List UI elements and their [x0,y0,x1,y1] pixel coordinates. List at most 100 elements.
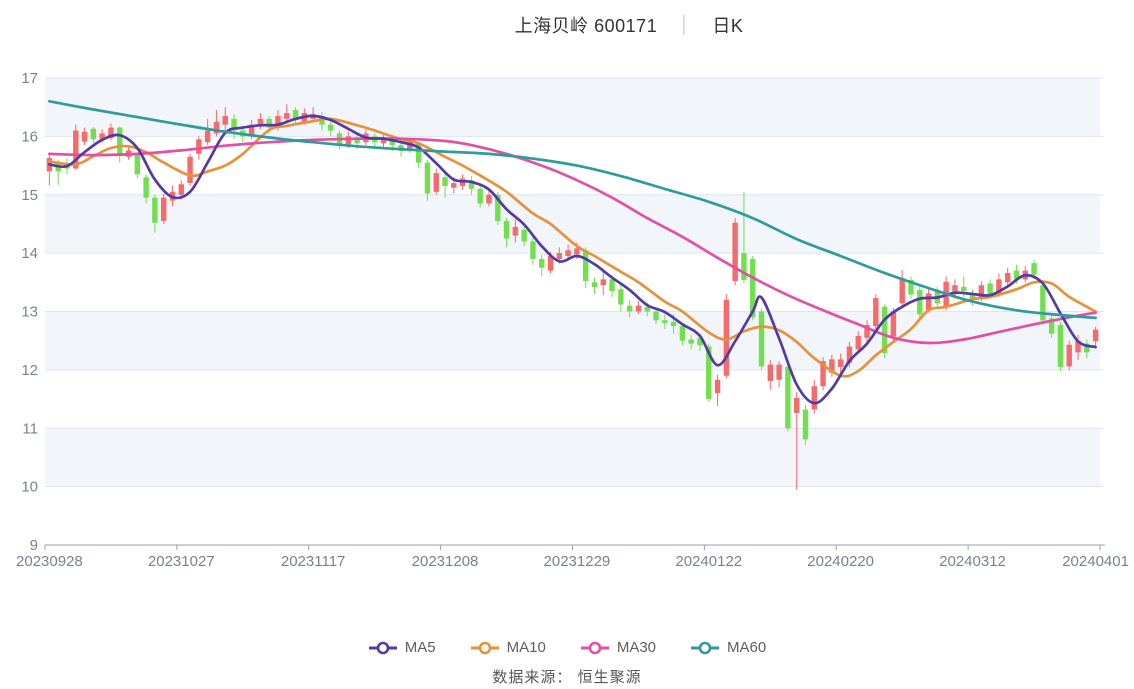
candle-body [433,173,439,192]
candle-body [961,286,967,292]
candle-body [732,222,738,282]
ma-line-ma30 [48,137,1097,345]
candle-body [881,306,888,353]
candle-body [204,130,211,143]
svg-text:11: 11 [22,420,38,437]
candle-body [90,128,97,140]
legend-marker-ma60 [691,641,720,654]
candle-body [846,346,853,363]
candle-body [73,130,79,169]
candle-body [820,361,826,387]
candle-body [802,409,809,440]
svg-text:10: 10 [21,479,38,496]
candle-body [521,229,527,242]
legend-item-ma30[interactable]: MA30 [580,639,656,656]
candle-body [591,282,598,287]
candle-body [354,137,360,144]
legend-marker-ma30 [580,641,609,654]
candle-body [530,241,536,259]
candle-body [574,248,580,255]
candle-body [811,386,817,410]
candle-body [503,221,510,239]
candle-body [389,139,395,146]
candle-body [547,256,554,271]
svg-text:13: 13 [21,304,38,321]
candle-body [609,279,615,292]
candle-body [635,305,642,312]
svg-text:17: 17 [21,70,38,87]
legend-item-ma10[interactable]: MA10 [470,639,546,656]
candle-body [160,197,167,222]
candle-body [495,194,501,222]
svg-text:20240122: 20240122 [675,553,742,570]
candle-body [618,289,624,305]
candle-body [539,258,545,268]
candle-body [486,194,492,204]
ma-line-ma60 [48,99,1097,320]
candle-body [512,226,519,236]
candle-body [415,143,422,163]
candle-body [890,311,897,337]
candle-body [468,180,475,189]
svg-text:20231229: 20231229 [544,553,611,570]
candle-body [275,115,281,128]
x-axis: 20230928 20231027 20231117 20231208 20231229… [16,544,1129,570]
candle-body [925,293,932,310]
data-source-note: 数据来源： 恒生聚源 [492,669,642,686]
candle-body [442,177,448,186]
svg-text:12: 12 [21,362,38,379]
legend-marker-ma10 [470,641,499,654]
svg-text:20240401: 20240401 [1062,553,1129,570]
candle-body [706,346,712,400]
candle-body [152,197,158,223]
kline-chart[interactable]: 9 10 11 12 13 14 15 16 17 20230928 20231027 2023111… [0,0,1134,630]
candle-body [873,298,879,327]
svg-text:20240312: 20240312 [939,553,1006,570]
candle-body [380,139,387,144]
candle-body [257,118,264,125]
candle-body [688,339,694,344]
chart-title: 上海贝岭 600171 │ 日K [62,12,1134,38]
candle-body [1031,263,1037,275]
candle-body [292,110,299,119]
candle-body [345,136,352,146]
candle-body [178,184,184,195]
candle-body [697,337,703,346]
candle-body [108,127,114,139]
candle-body [1092,329,1099,342]
candle-body [1004,272,1011,283]
candle-body [670,322,677,327]
svg-text:16: 16 [21,128,38,145]
ma-line-ma10 [48,117,1097,378]
title-period: 日K [712,16,744,36]
legend-marker-ma5 [368,641,397,654]
candle-body [714,379,721,394]
candle-body [785,366,791,429]
candle-body [556,253,563,259]
candle-body [969,293,976,300]
candle-body [776,364,782,380]
candle-body [284,113,290,119]
candle-body [996,279,1002,294]
svg-text:20230928: 20230928 [16,553,83,570]
candle-body [1075,340,1081,353]
legend-item-ma5[interactable]: MA5 [368,639,436,656]
title-stock-name: 上海贝岭 600171 [514,16,658,36]
candle-body [99,133,105,140]
candle-body [793,397,800,414]
legend-label: MA10 [506,639,546,656]
svg-text:20240220: 20240220 [807,553,874,570]
candle-body [600,279,606,286]
candle-body [451,183,457,188]
candle-body [1040,285,1046,321]
legend-item-ma60[interactable]: MA60 [690,639,766,656]
svg-text:20231208: 20231208 [412,553,479,570]
candle-body [653,311,659,321]
svg-text:14: 14 [21,245,38,262]
candle-body [196,139,202,154]
legend-label: MA60 [727,639,767,656]
candle-body [477,188,483,204]
candle-body [829,359,835,373]
candle-body [81,131,88,142]
candle-body [750,258,756,318]
